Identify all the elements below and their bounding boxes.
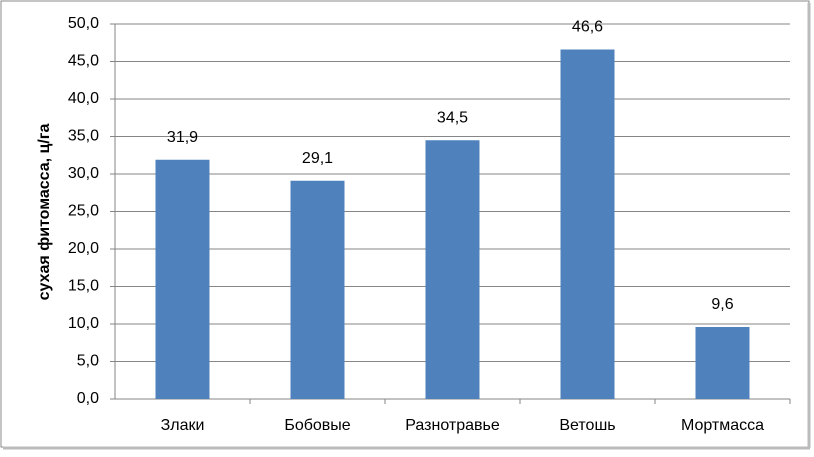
value-label: 31,9 — [167, 129, 198, 146]
value-label: 46,6 — [572, 19, 603, 36]
y-tick-label: 30,0 — [68, 165, 99, 182]
bar — [290, 180, 345, 399]
bar — [155, 159, 210, 399]
bar — [425, 140, 480, 399]
y-axis-title: сухая фитомасса, ц/га — [36, 124, 53, 301]
y-tick-label: 0,0 — [77, 390, 99, 407]
y-tick-label: 25,0 — [68, 203, 99, 220]
y-tick-label: 20,0 — [68, 240, 99, 257]
y-tick-label: 15,0 — [68, 278, 99, 295]
bar — [560, 49, 615, 399]
value-label: 29,1 — [302, 150, 333, 167]
x-tick-label: Злаки — [161, 417, 205, 434]
y-tick-label: 5,0 — [77, 353, 99, 370]
bar — [695, 327, 750, 399]
value-label: 34,5 — [437, 109, 468, 126]
y-tick-label: 50,0 — [68, 15, 99, 32]
y-tick-label: 45,0 — [68, 53, 99, 70]
x-tick-label: Разнотравье — [405, 417, 500, 434]
y-tick-label: 10,0 — [68, 315, 99, 332]
y-tick-label: 35,0 — [68, 128, 99, 145]
value-label: 9,6 — [711, 296, 733, 313]
x-tick-label: Ветошь — [559, 417, 615, 434]
x-tick-label: Бобовые — [284, 417, 350, 434]
y-tick-label: 40,0 — [68, 90, 99, 107]
x-tick-label: Мортмасса — [681, 417, 764, 434]
chart-border — [0, 0, 810, 448]
